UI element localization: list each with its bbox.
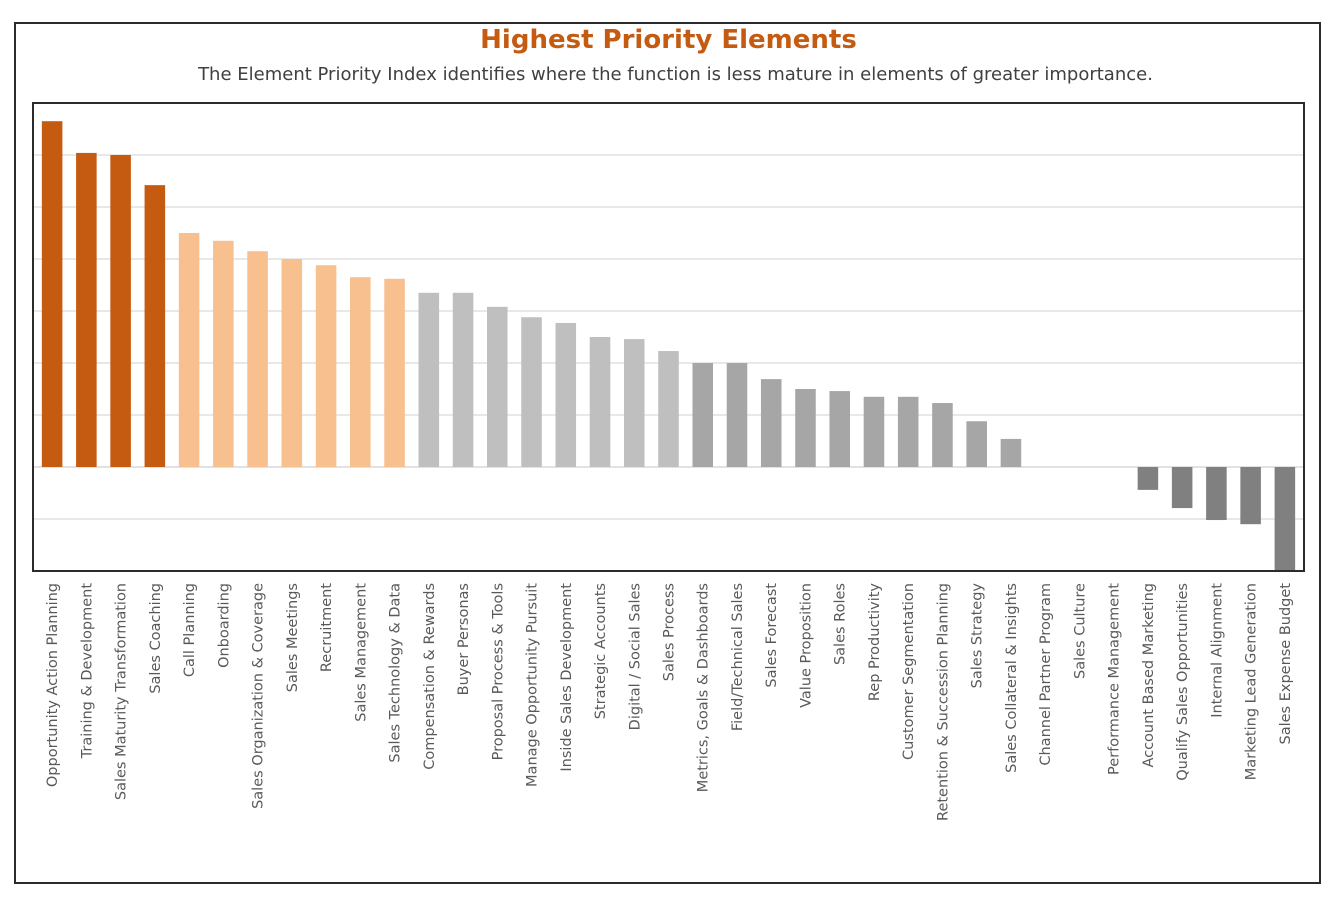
bar-onboarding — [213, 240, 234, 467]
plot-area-frame — [32, 102, 1305, 572]
x-tick-label: Proposal Process & Tools — [490, 583, 506, 760]
x-tick-label: Training & Development — [79, 583, 95, 760]
bar-sales-coaching — [144, 185, 166, 467]
x-tick-label: Inside Sales Development — [559, 583, 575, 772]
bar-metrics-goals-dashboards — [692, 363, 714, 467]
x-tick-label: Account Based Marketing — [1141, 583, 1157, 768]
chart-title: Highest Priority Elements — [480, 25, 857, 55]
bar-field-technical-sales — [726, 363, 748, 467]
bar-proposal-process-tools — [487, 306, 508, 467]
x-tick-label: Sales Roles — [833, 583, 849, 665]
x-tick-label: Sales Process — [662, 583, 678, 681]
x-tick-label: Rep Productivity — [867, 583, 883, 702]
x-tick-label: Sales Management — [353, 583, 369, 722]
bar-account-based-marketing — [1137, 467, 1159, 490]
bar-value-proposition — [795, 389, 816, 467]
x-tick-label: Metrics, Goals & Dashboards — [696, 583, 712, 792]
bar-sales-management — [350, 277, 371, 467]
x-tick-label: Compensation & Rewards — [422, 583, 438, 770]
x-axis-tick-labels: Opportunity Action Planning Training & De… — [45, 583, 1294, 821]
bar-sales-roles — [829, 391, 850, 467]
x-tick-label: Opportunity Action Planning — [45, 583, 61, 787]
bar-sales-technology-data — [384, 278, 405, 467]
x-tick-label: Retention & Succession Planning — [935, 583, 951, 821]
bar-rep-productivity — [863, 396, 885, 467]
x-tick-label: Internal Alignment — [1209, 583, 1225, 718]
x-tick-label: Marketing Lead Generation — [1244, 583, 1260, 780]
bar-sales-forecast — [760, 379, 782, 467]
bar-customer-segmentation — [897, 396, 919, 467]
bar-sales-process — [658, 351, 679, 467]
x-tick-label: Sales Expense Budget — [1278, 583, 1294, 745]
x-tick-label: Buyer Personas — [456, 583, 472, 695]
bar-buyer-personas — [452, 292, 474, 467]
x-tick-label: Manage Opportunity Pursuit — [525, 583, 541, 787]
x-tick-label: Sales Maturity Transformation — [114, 583, 130, 800]
bar-manage-opportunity-pursuit — [521, 317, 542, 467]
x-tick-label: Sales Coaching — [148, 583, 164, 694]
bar-sales-strategy — [966, 421, 987, 467]
bar-sales-maturity-transformation — [110, 155, 131, 467]
bar-compensation-rewards — [418, 292, 440, 467]
bars — [41, 121, 1296, 571]
bar-strategic-accounts — [589, 337, 611, 467]
bar-qualify-sales-opportunities — [1171, 467, 1193, 509]
bar-call-planning — [178, 233, 200, 467]
x-tick-label: Qualify Sales Opportunities — [1175, 583, 1191, 781]
x-tick-label: Sales Culture — [1072, 583, 1088, 679]
bar-opportunity-action-planning — [41, 121, 63, 467]
bar-training-development — [76, 152, 97, 468]
bar-sales-expense-budget — [1274, 467, 1296, 571]
x-tick-label: Sales Forecast — [764, 583, 780, 688]
x-tick-label: Sales Collateral & Insights — [1004, 583, 1020, 773]
bar-sales-organization-coverage — [247, 251, 268, 467]
x-tick-label: Channel Partner Program — [1038, 583, 1054, 766]
x-tick-label: Sales Strategy — [970, 583, 986, 689]
x-tick-label: Sales Meetings — [285, 583, 301, 692]
bar-digital-social-sales — [623, 339, 645, 467]
bar-recruitment — [315, 265, 337, 467]
bar-marketing-lead-generation — [1240, 467, 1261, 525]
chart-subtitle: The Element Priority Index identifies wh… — [198, 64, 1153, 85]
bar-internal-alignment — [1206, 467, 1227, 521]
x-tick-label: Call Planning — [182, 583, 198, 677]
bar-sales-collateral-insights — [1000, 438, 1022, 467]
x-tick-label: Value Proposition — [798, 583, 814, 708]
bar-inside-sales-development — [555, 322, 577, 467]
bar-retention-succession-planning — [932, 403, 953, 467]
x-tick-label: Field/Technical Sales — [730, 583, 746, 731]
bar-sales-meetings — [281, 259, 303, 467]
x-tick-label: Customer Segmentation — [901, 583, 917, 760]
x-tick-label: Recruitment — [319, 583, 335, 672]
x-tick-label: Strategic Accounts — [593, 583, 609, 719]
x-tick-label: Sales Organization & Coverage — [251, 583, 267, 809]
x-tick-label: Digital / Social Sales — [627, 583, 643, 730]
x-tick-label: Sales Technology & Data — [388, 583, 404, 763]
x-tick-label: Performance Management — [1107, 583, 1123, 775]
x-tick-label: Onboarding — [216, 583, 232, 668]
